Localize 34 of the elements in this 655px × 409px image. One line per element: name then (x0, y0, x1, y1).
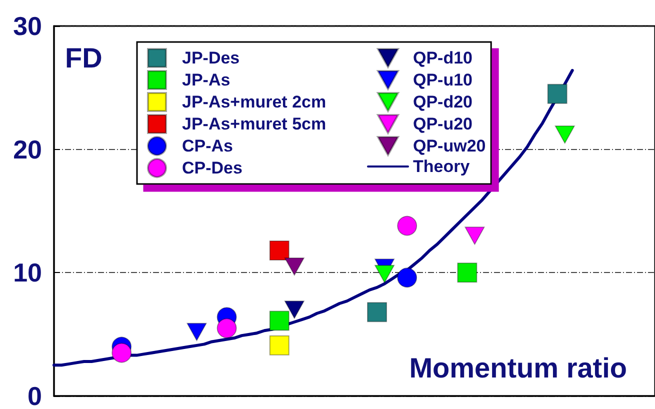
x-axis-title: Momentum ratio (409, 352, 627, 384)
point (269, 335, 290, 356)
legend-label: Theory (413, 157, 470, 176)
legend-label: JP-As+muret 2cm (182, 92, 326, 112)
legend-label: JP-As+muret 5cm (182, 114, 326, 134)
point (547, 84, 568, 104)
legend-label: QP-u20 (413, 114, 473, 134)
point (374, 264, 395, 283)
point (464, 226, 485, 245)
y-tick-label: 0 (28, 381, 42, 409)
legend-label: QP-u10 (413, 70, 473, 90)
y-axis-title: FD (65, 42, 102, 74)
point (284, 257, 304, 276)
legend-label: QP-d20 (413, 92, 473, 112)
legend-label: CP-Des (182, 158, 242, 178)
point (397, 216, 418, 236)
point (397, 268, 418, 288)
legend-label: JP-Des (182, 48, 240, 68)
y-tick-label: 30 (13, 11, 42, 41)
point (367, 302, 388, 322)
point (186, 322, 207, 341)
point (216, 318, 237, 338)
point (112, 342, 132, 363)
y-tick-label: 10 (13, 258, 42, 288)
legend-label: QP-d10 (413, 48, 473, 68)
legend-label: JP-As (182, 70, 230, 90)
legend-label: CP-As (182, 136, 234, 156)
point (284, 300, 304, 319)
point (269, 310, 290, 331)
point (554, 125, 575, 144)
y-tick-label: 20 (13, 134, 42, 164)
point (269, 240, 290, 260)
point (457, 262, 478, 283)
legend-label: QP-uw20 (413, 136, 486, 156)
